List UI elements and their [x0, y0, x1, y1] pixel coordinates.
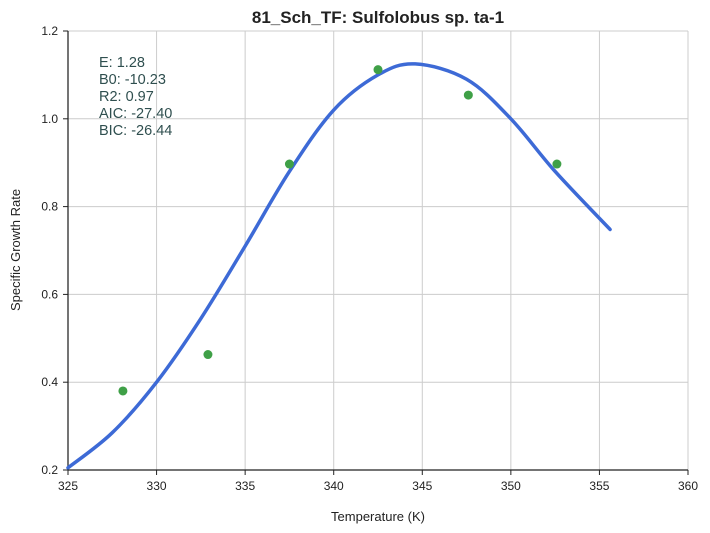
annotation-bic: BIC: -26.44	[99, 123, 172, 139]
x-tick-label-6: 355	[589, 479, 609, 493]
x-tick-label-7: 360	[678, 479, 698, 493]
y-tick-label-3: 0.8	[41, 200, 58, 214]
annotation-b0: B0: -10.23	[99, 72, 166, 88]
y-axis-label: Specific Growth Rate	[8, 189, 23, 311]
annotation-e: E: 1.28	[99, 55, 145, 71]
y-tick-label-1: 0.4	[41, 375, 58, 389]
data-point-4	[463, 90, 473, 100]
x-axis-label: Temperature (K)	[331, 509, 425, 524]
annotation-r2: R2: 0.97	[99, 89, 154, 105]
annotation-aic: AIC: -27.40	[99, 106, 172, 122]
fit-curve-line	[66, 62, 612, 470]
data-point-3	[373, 65, 383, 75]
y-tick-label-5: 1.2	[41, 24, 58, 38]
data-point-1	[203, 350, 213, 360]
fit-curve	[66, 62, 612, 470]
data-point-2	[284, 159, 294, 169]
fit-statistics: E: 1.28 B0: -10.23 R2: 0.97 AIC: -27.40 …	[99, 55, 172, 139]
axes	[63, 30, 689, 475]
x-tick-label-0: 325	[58, 479, 78, 493]
data-points	[118, 65, 562, 396]
x-tick-label-4: 345	[412, 479, 432, 493]
x-tick-label-2: 335	[235, 479, 255, 493]
y-tick-label-0: 0.2	[41, 463, 58, 477]
x-tick-label-3: 340	[324, 479, 344, 493]
data-point-0	[118, 386, 128, 396]
x-tick-label-1: 330	[147, 479, 167, 493]
data-point-5	[552, 159, 562, 169]
y-tick-label-4: 1.0	[41, 112, 58, 126]
tick-labels: 325 330 335 340 345 350 355 360 0.2 0.4 0.6 0.8 1.0 1…	[41, 24, 698, 493]
chart-title: 81_Sch_TF: Sulfolobus sp. ta-1	[252, 8, 504, 27]
y-tick-label-2: 0.6	[41, 287, 58, 301]
grid	[68, 30, 689, 470]
x-tick-label-5: 350	[501, 479, 521, 493]
